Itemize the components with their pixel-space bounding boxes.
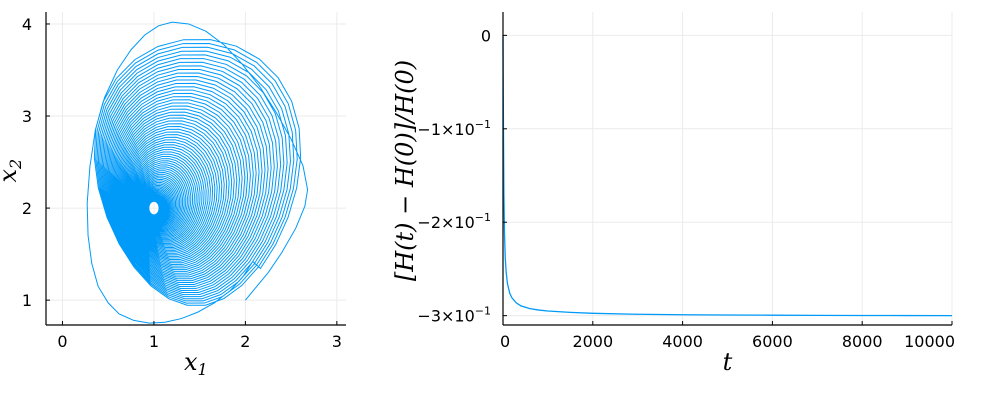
phase-trajectory-line (86, 21, 309, 324)
energy-y-tick-label-0: 0 (481, 26, 491, 45)
phase-portrait-panel: 0 1 2 3 1 2 3 4 x1 x2 (0, 12, 346, 379)
energy-y-tick-label-2: −2×10−1 (417, 211, 491, 232)
phase-series (86, 21, 309, 324)
phase-x-axis-label: x1 (184, 348, 208, 379)
energy-ticks: 0 2000 4000 6000 8000 10000 0 −1×10−1 −2×10−1 −3×… (417, 26, 955, 351)
phase-x-tick-label-0: 0 (57, 332, 67, 351)
energy-x-tick-label-1: 2000 (572, 332, 613, 351)
phase-y-tick-label-2: 3 (22, 107, 32, 126)
energy-error-line (502, 35, 953, 317)
phase-y-tick-label-1: 2 (22, 199, 32, 218)
phase-grid (46, 12, 346, 325)
energy-x-tick-label-0: 0 (500, 332, 510, 351)
energy-grid (502, 12, 953, 325)
phase-y-tick-label-3: 4 (22, 15, 32, 34)
energy-y-tick-label-1: −1×10−1 (417, 118, 491, 139)
energy-error-panel: 0 2000 4000 6000 8000 10000 0 −1×10−1 −2×10−1 −3×… (391, 12, 955, 376)
energy-x-tick-label-2: 4000 (662, 332, 703, 351)
energy-y-axis-label: [H(t) − H(0)]/H(0) (391, 60, 419, 281)
phase-ticks: 0 1 2 3 1 2 3 4 (22, 15, 342, 351)
energy-series (502, 35, 953, 317)
phase-y-tick-label-0: 1 (22, 291, 32, 310)
phase-x-tick-label-1: 1 (149, 332, 159, 351)
energy-x-axis-label: t (723, 348, 733, 376)
energy-x-tick-label-5: 10000 (904, 332, 955, 351)
phase-x-tick-label-3: 3 (332, 332, 342, 351)
energy-y-tick-label-3: −3×10−1 (417, 305, 491, 326)
phase-x-tick-label-2: 2 (240, 332, 250, 351)
phase-y-axis-label: x2 (0, 159, 25, 183)
energy-x-tick-label-3: 6000 (752, 332, 793, 351)
energy-x-tick-label-4: 8000 (842, 332, 883, 351)
